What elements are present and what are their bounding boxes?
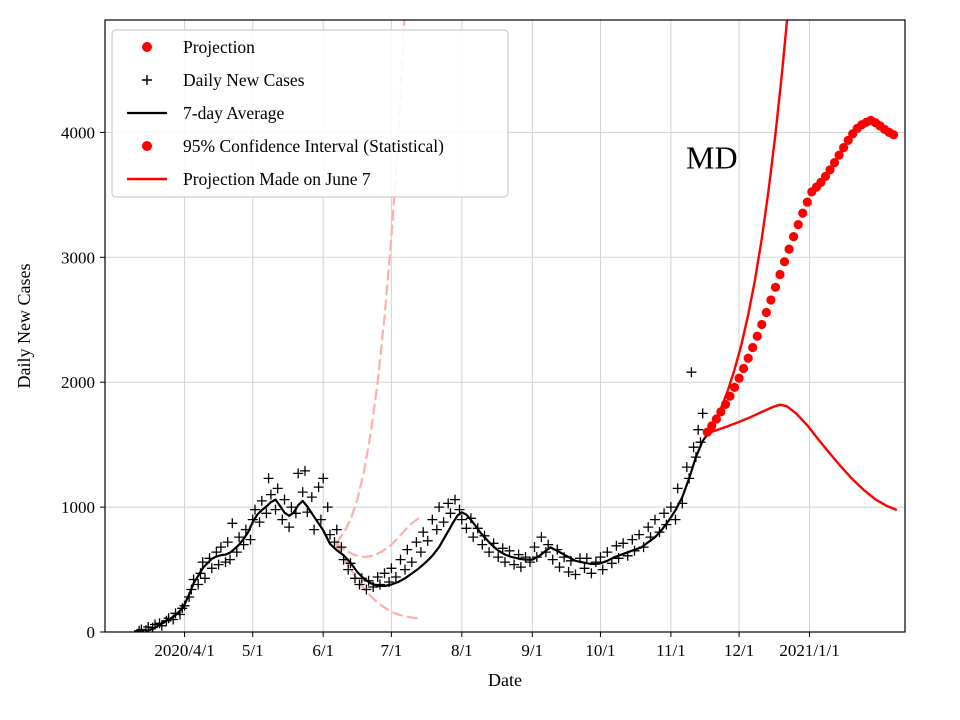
series-projection	[702, 115, 899, 437]
x-axis-label: Date	[488, 670, 522, 690]
legend-marker-red-dot	[142, 141, 152, 151]
svg-text:11/1: 11/1	[656, 641, 686, 660]
legend-label: Projection Made on June 7	[183, 169, 371, 189]
svg-text:1000: 1000	[61, 498, 95, 517]
svg-text:5/1: 5/1	[242, 641, 264, 660]
state-annotation: MD	[686, 140, 738, 176]
svg-text:2021/1/1: 2021/1/1	[779, 641, 839, 660]
svg-text:12/1: 12/1	[724, 641, 754, 660]
svg-text:8/1: 8/1	[451, 641, 473, 660]
axis-ticks	[100, 131, 811, 637]
svg-text:9/1: 9/1	[521, 641, 543, 660]
series-projection_ci_lower	[706, 403, 898, 511]
legend-label: Projection	[183, 37, 255, 57]
legend-label: Daily New Cases	[183, 70, 305, 90]
svg-text:0: 0	[87, 623, 96, 642]
legend-marker-red-dot	[142, 42, 152, 52]
legend-label: 95% Confidence Interval (Statistical)	[183, 136, 444, 156]
svg-text:2020/4/1: 2020/4/1	[154, 641, 214, 660]
legend-marker-plus	[142, 75, 152, 85]
axis-tick-labels: 2020/4/1 5/1 6/1 7/1 8/1 9/1 10/1 11/1 12/1 2021/…	[61, 123, 840, 660]
data-series	[134, 20, 899, 632]
svg-text:2000: 2000	[61, 373, 95, 392]
legend: Projection Daily New Cases 7-day Average 95…	[111, 29, 509, 198]
legend-label: 7-day Average	[183, 103, 284, 123]
axes-frame	[104, 19, 906, 633]
svg-text:4000: 4000	[61, 123, 95, 142]
series-seven_day_average	[144, 433, 709, 632]
series-june7_projection_mean	[335, 517, 420, 559]
svg-text:6/1: 6/1	[312, 641, 334, 660]
svg-text:10/1: 10/1	[585, 641, 615, 660]
svg-text:3000: 3000	[61, 248, 95, 267]
y-axis-label: Daily New Cases	[14, 264, 34, 389]
svg-text:7/1: 7/1	[380, 641, 402, 660]
